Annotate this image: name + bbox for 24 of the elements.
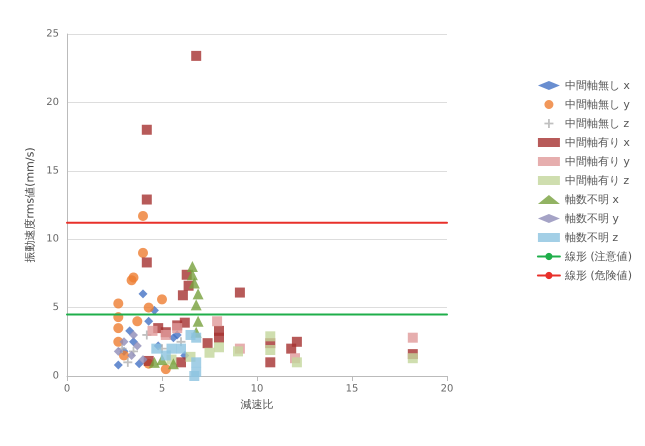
x-tick-label: 10 (250, 384, 264, 394)
legend-label: 軸数不明 x (564, 193, 620, 206)
x-tick-label: 15 (346, 384, 358, 394)
legend-label: 中間軸無し y (564, 98, 630, 111)
y-axis-title: 振動速度rms値(mm/s) (23, 147, 36, 263)
y-tick-label: 25 (46, 28, 59, 40)
legend-label: 中間軸有り y (564, 155, 630, 168)
legend-label: 中間軸無し x (564, 79, 630, 92)
legend-label: 線形 (危険値) (564, 269, 632, 282)
legend-label: 軸数不明 y (564, 212, 620, 225)
legend-label: 中間軸有り x (564, 136, 630, 149)
y-tick-label: 0 (52, 370, 59, 382)
legend-label: 中間軸無し z (564, 117, 630, 130)
x-tick-label: 0 (64, 384, 70, 394)
x-axis-title: 減速比 (240, 398, 274, 411)
y-tick-label: 15 (46, 165, 59, 176)
x-tick-label: 20 (440, 384, 454, 394)
y-tick-label: 20 (46, 96, 59, 108)
legend-label: 軸数不明 z (564, 231, 618, 244)
x-tick-label: 5 (158, 384, 166, 394)
y-tick-label: 5 (52, 302, 59, 314)
legend-label: 線形 (注意値) (564, 250, 632, 263)
y-tick-label: 10 (46, 234, 59, 245)
legend-label: 中間軸有り z (564, 174, 630, 187)
